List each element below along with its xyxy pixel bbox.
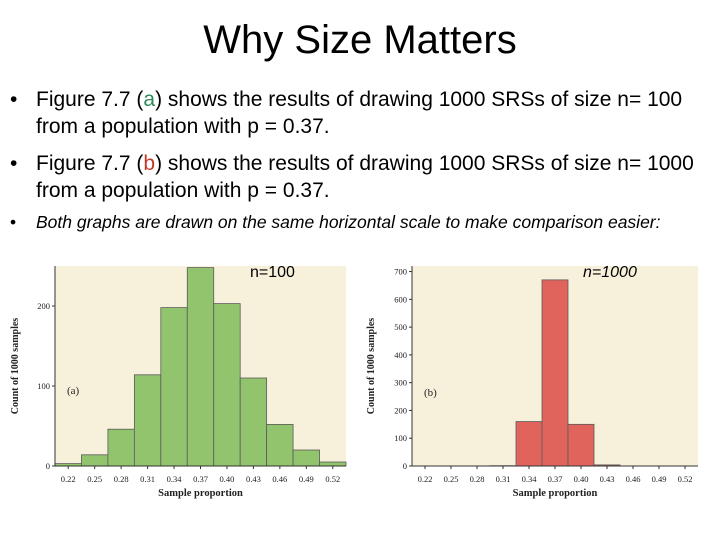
x-tick-label: 0.25	[444, 474, 459, 484]
x-tick-label: 0.46	[272, 474, 287, 484]
y-axis-label: Count of 1000 samples	[366, 318, 377, 415]
y-tick-label: 0	[403, 461, 407, 471]
x-tick-label: 0.22	[418, 474, 433, 484]
x-tick-label: 0.46	[626, 474, 641, 484]
highlight-a: a	[143, 88, 156, 111]
panel-tag: (a)	[67, 385, 80, 397]
x-axis-label: Sample proportion	[513, 488, 598, 499]
x-tick-label: 0.52	[325, 474, 340, 484]
histogram-bar	[515, 421, 543, 467]
bullet-text-post: ) shows the results of drawing 1000 SRSs…	[36, 152, 694, 202]
histogram-bar	[133, 374, 162, 467]
y-tick-label: 0	[46, 461, 50, 471]
bullet-text: Both graphs are drawn on the same horizo…	[36, 212, 661, 232]
x-tick-label: 0.37	[193, 474, 208, 484]
bullet-text-post: ) shows the results of drawing 1000 SRSs…	[36, 88, 683, 138]
x-tick-label: 0.43	[246, 474, 261, 484]
y-tick-label: 100	[394, 433, 407, 443]
y-tick-label: 500	[394, 322, 407, 332]
y-tick-label: 300	[394, 378, 407, 388]
histogram-bar	[541, 279, 569, 467]
y-tick-label: 400	[394, 350, 407, 360]
x-tick-label: 0.40	[220, 474, 235, 484]
bullet-text: Figure 7.7 (a) shows the results of draw…	[36, 86, 716, 140]
histogram-a: 0 100 200 0.22 0.25 0.28 0.31 0.34 0.37 0.40 0.43 0…	[10, 266, 347, 499]
x-tick-label: 0.43	[600, 474, 615, 484]
histogram-bar	[319, 461, 347, 467]
bullet-text: Figure 7.7 (b) shows the results of draw…	[36, 150, 716, 204]
y-axis-label: Count of 1000 samples	[10, 318, 21, 415]
histogram-bar	[239, 377, 268, 467]
histogram-bar	[292, 449, 320, 467]
x-tick-label: 0.52	[678, 474, 693, 484]
x-tick-label: 0.25	[87, 474, 102, 484]
histogram-bar	[81, 454, 109, 467]
label-n100: n=100	[250, 264, 295, 281]
x-tick-label: 0.31	[496, 474, 511, 484]
highlight-b: b	[143, 152, 156, 175]
x-tick-label: 0.49	[652, 474, 667, 484]
histogram-bar	[213, 303, 241, 467]
x-tick-label: 0.37	[548, 474, 563, 484]
histogram-bar	[567, 423, 595, 467]
bullet-dot: •	[10, 88, 18, 111]
label-n1000: n=1000	[583, 264, 637, 281]
histogram-bar	[107, 428, 135, 467]
x-tick-label: 0.28	[470, 474, 485, 484]
x-tick-label: 0.40	[574, 474, 589, 484]
x-tick-label: 0.49	[299, 474, 314, 484]
x-axis-label: Sample proportion	[158, 488, 243, 499]
y-tick-label: 200	[394, 405, 407, 415]
slide-title: Why Size Matters	[203, 18, 517, 62]
panel-tag: (b)	[424, 387, 437, 399]
bullet-text-pre: Figure 7.7 (	[36, 152, 144, 175]
histogram-bar	[266, 423, 294, 467]
x-tick-label: 0.34	[167, 474, 183, 484]
x-tick-label: 0.34	[522, 474, 538, 484]
x-tick-label: 0.31	[140, 474, 155, 484]
bullet-dot: •	[10, 212, 17, 232]
histogram-b: 0 100 200 300 400 500 600 700 0.22 0.25 0.28 0.31 0.…	[366, 266, 698, 499]
x-tick-label: 0.28	[114, 474, 129, 484]
x-tick-label: 0.22	[61, 474, 76, 484]
bullet-dot: •	[10, 152, 18, 175]
histogram-bar	[186, 267, 215, 467]
y-tick-label: 100	[37, 381, 50, 391]
y-tick-label: 700	[394, 267, 407, 277]
histogram-bar	[160, 307, 188, 467]
y-tick-label: 600	[394, 294, 407, 304]
bullet-text-pre: Figure 7.7 (	[36, 88, 144, 111]
y-tick-label: 200	[37, 301, 50, 311]
